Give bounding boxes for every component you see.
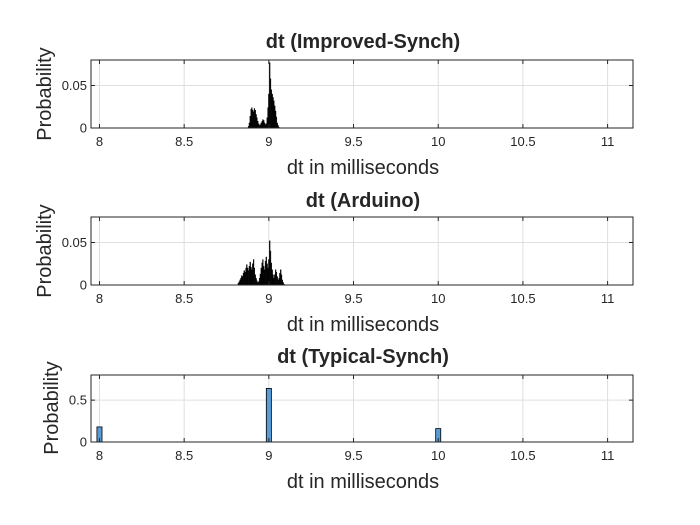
x-tick-label: 10.5 bbox=[510, 291, 535, 306]
plot-area bbox=[90, 216, 634, 286]
x-tick-label: 10.5 bbox=[510, 134, 535, 149]
x-tick-label: 11 bbox=[601, 448, 615, 463]
subplot-arduino: dt (Arduino) 00.05 8 8.5 9 9.5 10 10.5 11 dt i… bbox=[34, 190, 634, 336]
plot-frame bbox=[90, 59, 634, 129]
x-tick-label: 8 bbox=[96, 448, 103, 463]
subplot-improved-synch: dt (Improved-Synch) 00.05 8 8.5 9 9.5 10 10.5… bbox=[34, 31, 634, 179]
x-axis-label: dt in milliseconds bbox=[287, 157, 439, 179]
plot-area bbox=[90, 374, 634, 443]
y-tick-label: 0 bbox=[80, 121, 87, 136]
y-tick-label: 0.05 bbox=[62, 78, 87, 93]
x-tick-label: 9 bbox=[265, 134, 272, 149]
x-axis-ticks: 8 8.5 9 9.5 10 10.5 11 bbox=[96, 375, 614, 463]
plot-frame bbox=[90, 374, 634, 443]
x-tick-label: 10 bbox=[431, 134, 445, 149]
x-tick-label: 11 bbox=[601, 134, 615, 149]
x-tick-label: 8.5 bbox=[175, 134, 193, 149]
y-axis-ticks: 00.05 bbox=[62, 235, 633, 293]
subplot-typical-synch: dt (Typical-Synch) 00.5 8 8.5 9 9.5 10 10.5 11… bbox=[41, 346, 634, 493]
plot-frame bbox=[90, 216, 634, 286]
x-tick-label: 9.5 bbox=[344, 134, 362, 149]
x-tick-label: 9 bbox=[265, 448, 272, 463]
x-tick-label: 9.5 bbox=[344, 291, 362, 306]
x-tick-label: 10.5 bbox=[510, 448, 535, 463]
x-tick-label: 9.5 bbox=[344, 448, 362, 463]
x-tick-label: 10 bbox=[431, 291, 445, 306]
x-axis-ticks: 8 8.5 9 9.5 10 10.5 11 bbox=[96, 217, 614, 306]
y-axis-label: Probability bbox=[34, 47, 56, 140]
chart-title: dt (Arduino) bbox=[306, 190, 420, 212]
x-axis-label: dt in milliseconds bbox=[287, 314, 439, 336]
chart-title: dt (Improved-Synch) bbox=[266, 31, 460, 53]
grid bbox=[91, 60, 633, 128]
x-tick-label: 11 bbox=[601, 291, 615, 306]
histogram-bars bbox=[96, 387, 442, 443]
x-tick-label: 8 bbox=[96, 291, 103, 306]
histogram-bar bbox=[265, 387, 272, 443]
y-axis-label: Probability bbox=[34, 204, 56, 297]
y-tick-label: 0 bbox=[80, 278, 87, 293]
x-tick-label: 10 bbox=[431, 448, 445, 463]
x-tick-label: 8.5 bbox=[175, 448, 193, 463]
x-axis-ticks: 8 8.5 9 9.5 10 10.5 11 bbox=[96, 60, 614, 149]
y-tick-label: 0.5 bbox=[69, 393, 87, 408]
x-axis-label: dt in milliseconds bbox=[287, 471, 439, 493]
x-tick-label: 8 bbox=[96, 134, 103, 149]
y-tick-label: 0 bbox=[80, 435, 87, 450]
y-axis-label: Probability bbox=[41, 361, 63, 454]
y-tick-label: 0.05 bbox=[62, 235, 87, 250]
x-tick-label: 9 bbox=[265, 291, 272, 306]
y-axis-ticks: 00.5 bbox=[69, 393, 633, 450]
x-tick-label: 8.5 bbox=[175, 291, 193, 306]
chart-title: dt (Typical-Synch) bbox=[277, 346, 449, 368]
y-axis-ticks: 00.05 bbox=[62, 78, 633, 136]
plot-area bbox=[90, 59, 634, 129]
